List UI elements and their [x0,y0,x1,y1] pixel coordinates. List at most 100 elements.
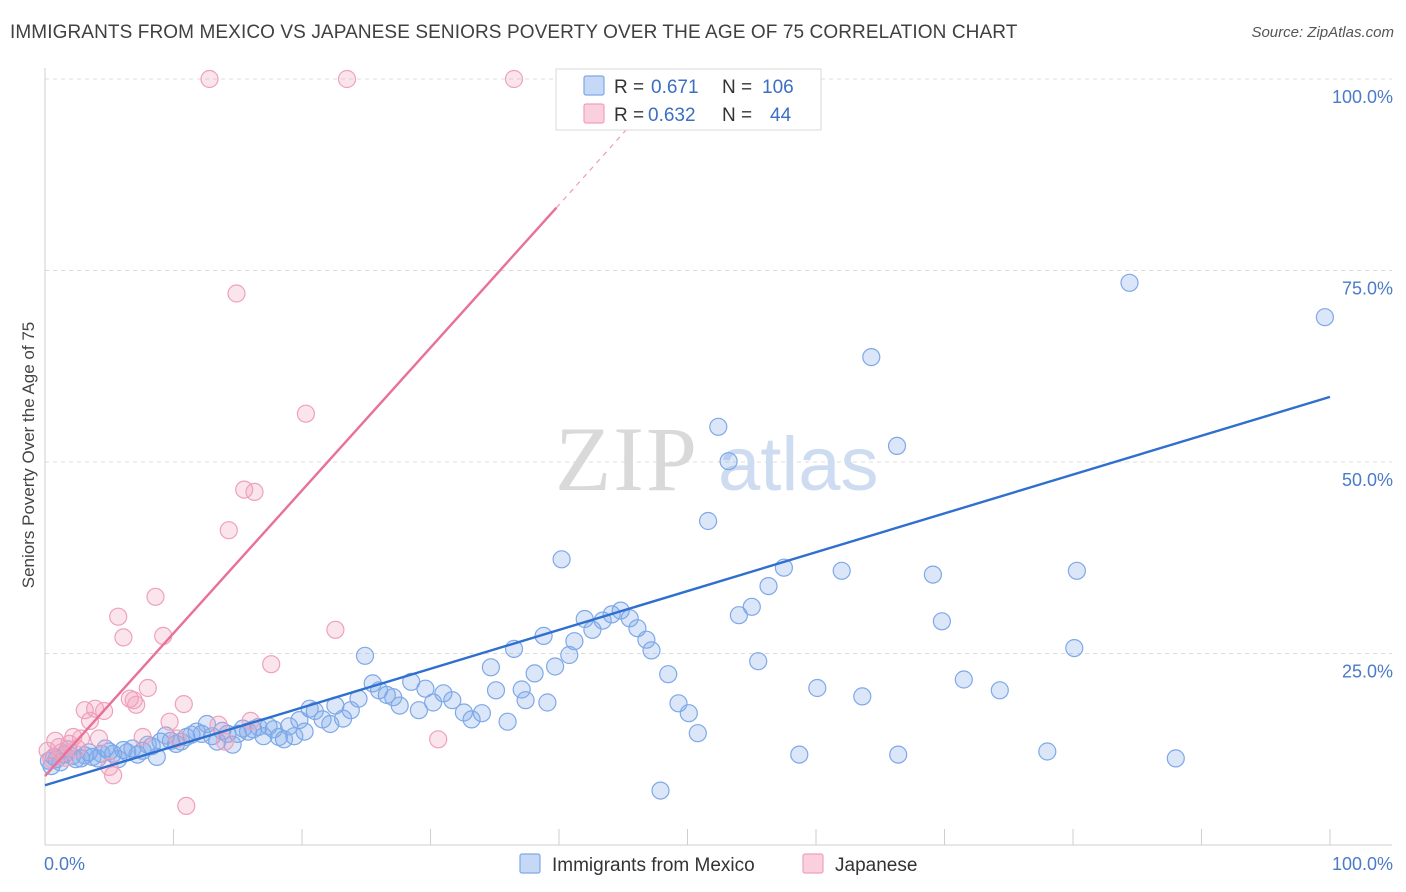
trend-line-extension [555,128,628,209]
data-point [560,645,579,665]
data-point [759,576,778,596]
y-tick-label: 100.0% [1332,87,1393,107]
data-point [565,632,584,651]
data-point [174,694,193,714]
data-point [290,710,309,730]
data-point [749,652,768,671]
y-tick-label: 50.0% [1342,470,1393,490]
data-point [729,606,749,625]
data-point [71,729,91,748]
data-point [472,704,491,723]
legend-r-value: 0.671 [651,77,699,98]
data-point [512,680,531,699]
data-point [219,521,238,540]
data-point [262,655,281,674]
trend-line [44,395,1331,787]
grid-lines [45,78,1392,654]
x-tick-label: 100.0% [1332,854,1393,874]
data-point [832,561,851,580]
trend-lines [44,128,1331,787]
data-point [424,693,443,712]
data-point [525,664,544,683]
data-point [808,678,827,698]
data-point [790,745,809,764]
data-point [409,701,428,720]
data-point [89,729,109,748]
x-tick-label: 0.0% [44,854,85,874]
data-point [227,284,246,303]
data-point [1038,742,1057,761]
y-tick-label: 25.0% [1342,662,1393,682]
data-point [719,452,738,471]
data-point [146,587,165,606]
data-point [429,730,448,749]
data-point [109,607,128,626]
chart-source: Source: ZipAtlas.com [1251,24,1394,41]
data-point [552,550,571,569]
data-point [355,646,375,665]
data-point [337,69,357,89]
bottom-legend-swatch-blue [519,853,541,874]
data-point [698,511,718,531]
y-tick-label: 75.0% [1342,279,1393,299]
tick-labels: 25.0% 50.0% 75.0% 100.0% 0.0% 100.0% [44,87,1393,874]
bottom-legend: Immigrants from Mexico Japanese [519,853,917,876]
data-point [285,727,304,746]
data-point [538,693,557,712]
data-point [215,732,234,751]
bottom-legend-label: Japanese [835,855,917,876]
data-point [651,781,670,800]
legend-swatch-pink [583,103,605,124]
series-immigrants-from-mexico [39,273,1335,800]
legend-n-value: 44 [770,105,792,126]
data-point [1065,638,1084,658]
data-point [443,691,462,710]
data-point [114,628,133,647]
series-japanese [38,69,524,816]
data-point [498,712,517,731]
data-point [889,745,908,764]
data-point [160,712,179,731]
data-point [1120,273,1139,292]
data-point [154,626,173,646]
data-point [545,657,565,676]
legend-n-label: N = [722,77,752,98]
trend-line [44,206,558,777]
data-point [620,609,639,628]
data-point [390,696,409,715]
data-point [177,796,196,816]
data-point [932,612,952,631]
legend-r-label: R = [614,105,644,126]
data-point [103,766,123,785]
data-point [709,417,728,436]
data-point [659,665,678,684]
legend-n-label: N = [722,105,752,126]
data-point [454,703,473,722]
data-point [887,436,907,455]
data-point [504,69,524,89]
bottom-legend-swatch-pink [802,853,824,874]
data-point [637,630,656,649]
data-point [481,658,500,677]
data-point [416,679,435,698]
data-point [688,724,707,743]
data-point [990,681,1009,700]
data-point [742,597,761,616]
data-point [853,687,872,706]
legend-n-value: 106 [762,77,794,98]
data-point [583,620,602,639]
data-point [954,670,973,689]
data-point [326,620,345,639]
data-point [642,641,661,660]
data-point [462,710,481,729]
legend-box: R = 0.671 N = 106 R = 0.632 N = 44 [555,68,822,131]
data-point [295,722,314,741]
legend-swatch-blue [583,75,605,96]
data-point [1166,749,1185,768]
data-point [486,681,506,700]
data-point [1067,561,1087,580]
data-point [245,482,264,501]
data-point [296,404,315,423]
watermark: ZIP atlas [555,408,879,510]
